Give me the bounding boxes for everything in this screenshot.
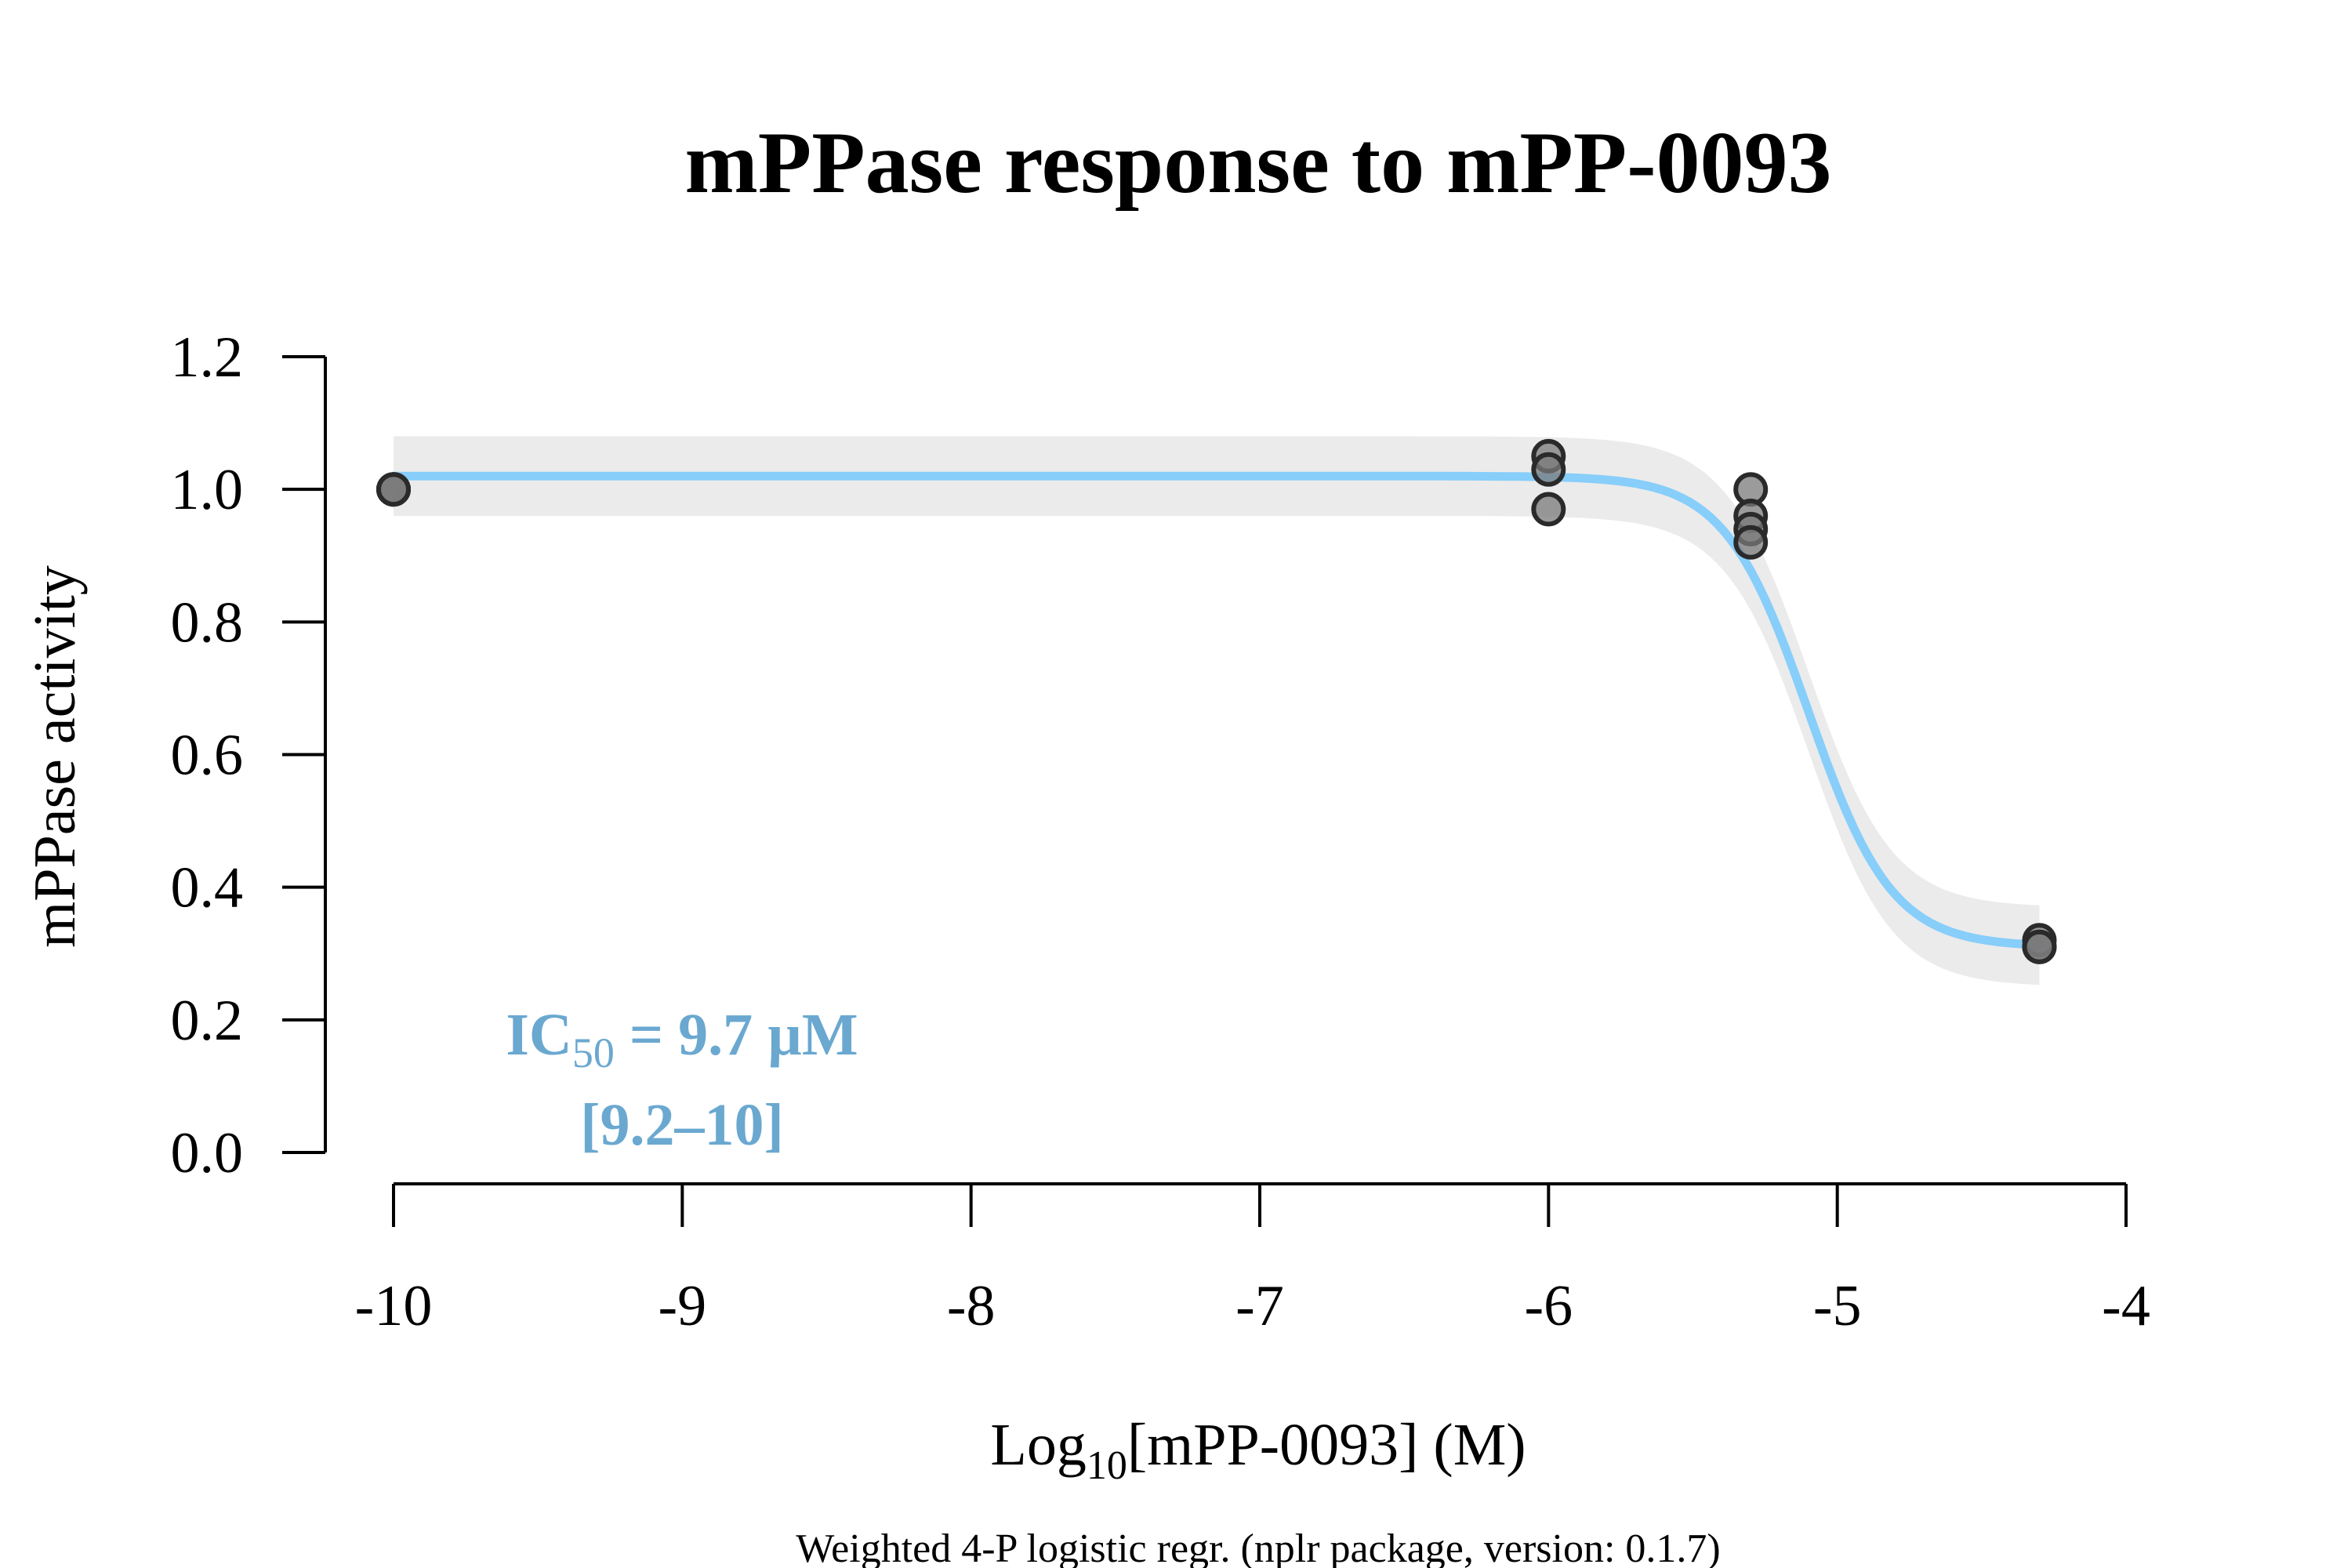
ic50-interval: [9.2–10]	[580, 1092, 784, 1158]
y-tick-label: 0.6	[171, 724, 244, 788]
data-point	[376, 472, 411, 507]
data-points	[376, 438, 2057, 964]
y-axis-title: mPPase activity	[22, 565, 88, 948]
y-tick-label: 0.2	[171, 989, 244, 1053]
ic50-annotation: IC50 = 9.7 µM [9.2–10]	[506, 1002, 858, 1158]
chart-caption: Weighted 4-P logistic regr. (nplr packag…	[796, 1526, 1720, 1568]
chart-title: mPPase response to mPP-0093	[685, 114, 1832, 212]
x-axis-title-suffix: [mPP-0093] (M)	[1127, 1412, 1526, 1478]
x-tick-label: -5	[1813, 1274, 1862, 1338]
data-point	[2022, 929, 2057, 964]
ic50-label-subscript: 50	[572, 1029, 615, 1076]
x-tick-label: -4	[2102, 1274, 2150, 1338]
x-tick-label: -10	[355, 1274, 433, 1338]
x-axis: -10 -9 -8 -7 -6 -5 -4	[355, 1182, 2150, 1338]
ic50-label-prefix: IC	[506, 1002, 571, 1068]
x-tick-label: -8	[947, 1274, 996, 1338]
x-tick-label: -7	[1235, 1274, 1284, 1338]
x-tick-label: -6	[1525, 1274, 1573, 1338]
y-tick-label: 1.0	[171, 458, 244, 522]
confidence-band-area	[394, 436, 2040, 985]
y-tick-label: 0.8	[171, 590, 244, 655]
x-tick-label: -9	[659, 1274, 707, 1338]
fit-curve-line	[389, 471, 2044, 949]
y-tick-label: 0.4	[171, 856, 244, 920]
ic50-label: IC50 = 9.7 µM	[506, 1002, 858, 1076]
x-axis-title-prefix: Log	[990, 1412, 1086, 1478]
data-point	[1531, 492, 1566, 527]
data-point	[1733, 524, 1769, 560]
y-tick-label: 0.0	[171, 1121, 244, 1185]
y-axis: 0.0 0.2 0.4 0.6 0.8 1.0 1.2	[171, 325, 327, 1185]
fit-curve	[389, 471, 2044, 949]
ic50-label-value: = 9.7 µM	[615, 1002, 858, 1068]
x-axis-title: Log10[mPP-0093] (M)	[990, 1412, 1526, 1488]
y-tick-label: 1.2	[171, 325, 244, 390]
x-axis-title-subscript: 10	[1087, 1443, 1127, 1488]
confidence-band	[394, 436, 2040, 985]
data-point	[1531, 452, 1566, 487]
